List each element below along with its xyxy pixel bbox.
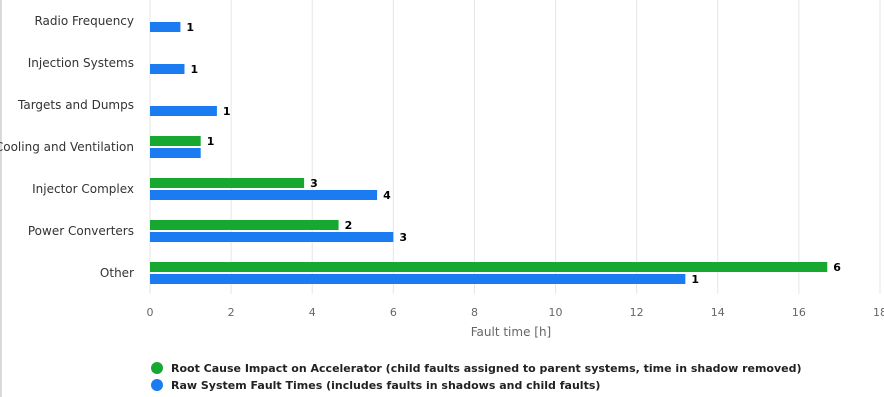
- bar-data-label: 1: [691, 273, 699, 286]
- bar-data-label: 4: [383, 189, 391, 202]
- category-labels: Radio Frequency Injection Systems Targets …: [0, 14, 134, 280]
- raw-fault-bar: [150, 148, 201, 158]
- raw-fault-bar: [150, 64, 185, 74]
- category-label: Radio Frequency: [34, 14, 134, 28]
- category-label: Other: [100, 266, 134, 280]
- raw-fault-bar: [150, 232, 394, 242]
- x-tick-label: 4: [309, 306, 316, 319]
- category-label: Injection Systems: [28, 56, 134, 70]
- x-axis-title: Fault time [h]: [471, 325, 552, 339]
- raw-fault-bar: [150, 190, 378, 200]
- root-cause-bar: [150, 262, 828, 272]
- legend-marker: [151, 379, 163, 391]
- category-label: Power Converters: [28, 224, 134, 238]
- x-tick-label: 10: [549, 306, 563, 319]
- x-tick-label: 0: [147, 306, 154, 319]
- raw-fault-bar: [150, 106, 217, 116]
- grid-lines: [149, 0, 881, 294]
- category-label: Injector Complex: [32, 182, 134, 196]
- bar-data-label: 2: [345, 219, 353, 232]
- x-tick-label: 16: [792, 306, 806, 319]
- category-label: Targets and Dumps: [17, 98, 134, 112]
- bar-data-label: 3: [399, 231, 407, 244]
- root-cause-bar: [150, 178, 305, 188]
- legend-label: Raw System Fault Times (includes faults …: [171, 379, 600, 392]
- x-tick-label: 8: [471, 306, 478, 319]
- bar-data-label: 6: [833, 261, 841, 274]
- x-tick-label: 12: [630, 306, 644, 319]
- x-tick-label: 2: [228, 306, 235, 319]
- x-tick-label: 6: [390, 306, 397, 319]
- frame-left-border: [0, 0, 2, 397]
- legend-label: Root Cause Impact on Accelerator (child …: [171, 362, 802, 375]
- x-tick-labels: 0 2 4 6 8 10 12 14 16 18: [147, 306, 884, 319]
- legend[interactable]: Root Cause Impact on Accelerator (child …: [151, 362, 802, 392]
- root-cause-bar: [150, 136, 201, 146]
- bar-data-label: 1: [190, 63, 198, 76]
- legend-marker: [151, 362, 163, 374]
- raw-fault-bar: [150, 274, 686, 284]
- category-label: Cooling and Ventilation: [0, 140, 134, 154]
- bar-data-label: 3: [310, 177, 318, 190]
- x-tick-label: 14: [711, 306, 725, 319]
- raw-fault-bar: [150, 22, 181, 32]
- bar-data-label: 1: [186, 21, 194, 34]
- x-tick-label: 18: [873, 306, 884, 319]
- bar-data-label: 1: [223, 105, 231, 118]
- bars: 1 1 1 1 3 4 2 3 6 1: [150, 21, 841, 286]
- bar-data-label: 1: [207, 135, 215, 148]
- root-cause-bar: [150, 220, 339, 230]
